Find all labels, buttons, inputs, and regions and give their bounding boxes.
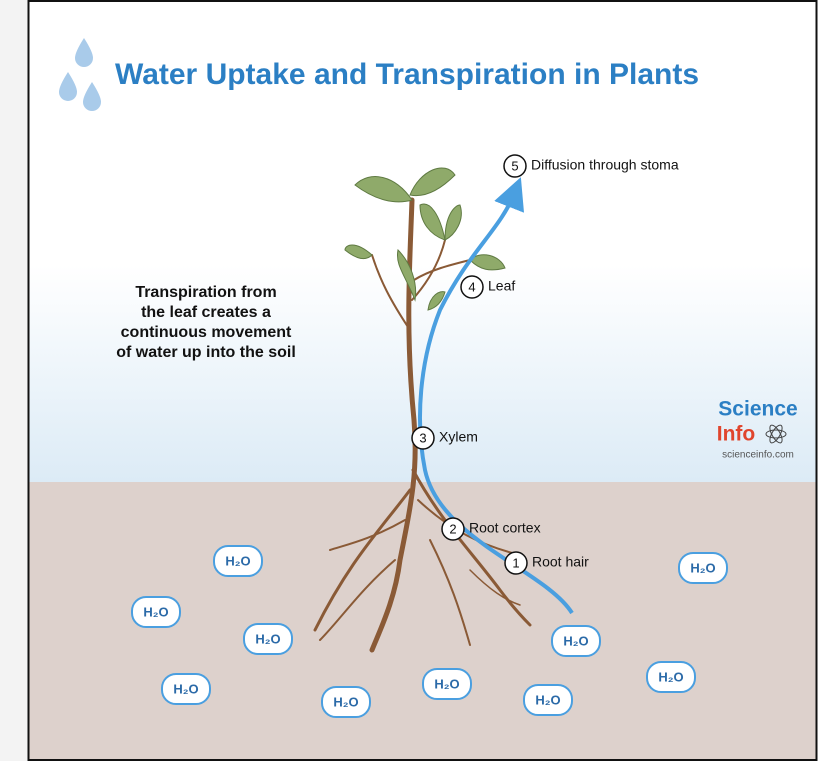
molecule-label: H₂O xyxy=(143,604,168,619)
step-label: Diffusion through stoma xyxy=(531,157,679,173)
step-number: 5 xyxy=(511,158,518,173)
description-line: Transpiration from xyxy=(135,284,276,301)
step-label: Xylem xyxy=(439,429,478,445)
logo-line1: Science xyxy=(718,398,797,421)
description-line: the leaf creates a xyxy=(141,304,271,321)
molecule-label: H₂O xyxy=(173,681,198,696)
molecule-label: H₂O xyxy=(658,669,683,684)
molecule-label: H₂O xyxy=(563,633,588,648)
step-number: 1 xyxy=(512,555,519,570)
logo-url: scienceinfo.com xyxy=(722,450,794,461)
description-line: continuous movement xyxy=(121,324,292,341)
side-strip xyxy=(0,0,28,761)
diagram: Water Uptake and Transpiration in Plants… xyxy=(0,0,818,761)
step-number: 2 xyxy=(449,521,456,536)
step-number: 3 xyxy=(419,430,426,445)
molecule-label: H₂O xyxy=(434,676,459,691)
step-label: Root hair xyxy=(532,554,589,570)
molecule-label: H₂O xyxy=(255,631,280,646)
molecule-label: H₂O xyxy=(225,553,250,568)
molecule-label: H₂O xyxy=(333,694,358,709)
molecule-label: H₂O xyxy=(535,692,560,707)
molecule-label: H₂O xyxy=(690,560,715,575)
logo-line2: Info xyxy=(717,423,755,446)
description-line: of water up into the soil xyxy=(116,344,296,361)
step-label: Leaf xyxy=(488,278,515,294)
step-number: 4 xyxy=(468,279,475,294)
title: Water Uptake and Transpiration in Plants xyxy=(115,58,699,91)
step-label: Root cortex xyxy=(469,520,541,536)
